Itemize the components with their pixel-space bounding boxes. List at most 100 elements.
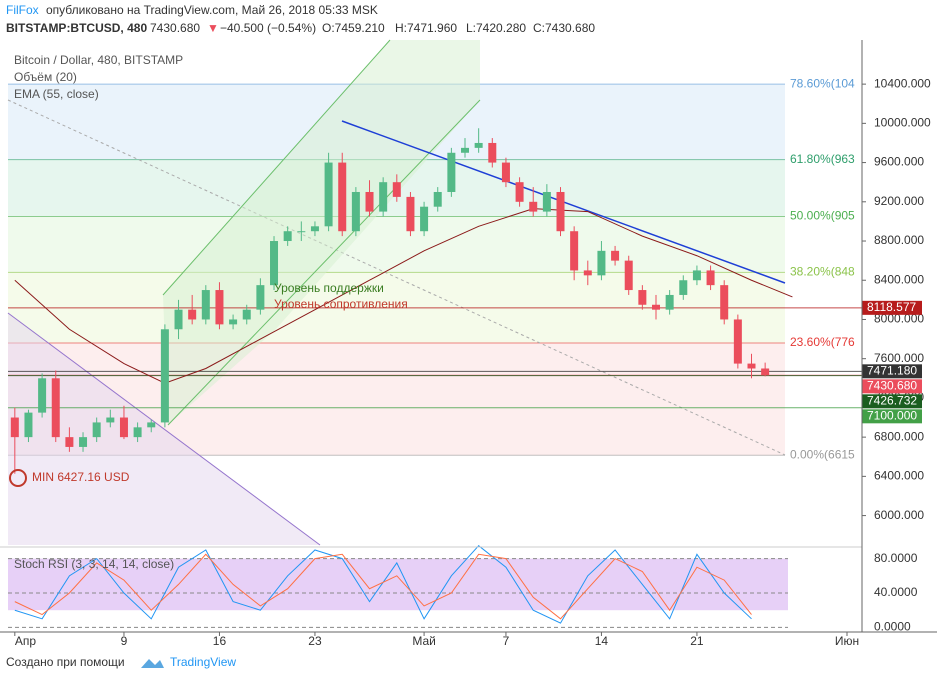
y-tick-label: 8400.000 <box>874 272 924 286</box>
down-arrow: ▼ <box>207 21 219 35</box>
x-tick-label: 7 <box>503 634 510 648</box>
candle-body <box>542 191 551 212</box>
candle-body <box>51 378 60 438</box>
candle-body <box>515 182 524 202</box>
candle-body <box>297 231 306 233</box>
candle-body <box>106 417 115 423</box>
change: −40.500 (−0.54%) <box>220 21 316 35</box>
tv-logo <box>141 659 164 668</box>
price-badge <box>862 409 922 424</box>
candle-body <box>379 182 388 212</box>
candle-body <box>652 304 661 310</box>
candle-body <box>119 417 128 438</box>
candle-body <box>461 147 470 153</box>
candle-body <box>338 162 347 232</box>
x-tick-label: 9 <box>121 634 128 648</box>
price-badge-label: 8118.577 <box>867 300 916 314</box>
rsi-band <box>8 558 788 611</box>
price-badge <box>862 364 922 379</box>
rsi-tick-label: 40.0000 <box>874 585 918 599</box>
candle-body <box>720 285 729 320</box>
candle-body <box>92 422 101 438</box>
candle-body <box>665 294 674 310</box>
price-badge-label: 7471.180 <box>867 363 917 377</box>
x-tick-label: 23 <box>308 634 322 648</box>
candle-body <box>556 191 565 232</box>
candle-body <box>79 437 88 447</box>
candle-body <box>10 417 19 438</box>
candle-body <box>638 290 647 305</box>
y-tick-label: 6800.000 <box>874 429 924 443</box>
price-badge <box>862 394 922 409</box>
ohlc-c: C:7430.680 <box>533 21 595 35</box>
y-tick-label: 10000.000 <box>874 116 931 130</box>
candle-body <box>133 427 142 438</box>
candle-body <box>147 422 156 428</box>
fib-label: 0.00%(6615 <box>790 447 855 461</box>
rsi-tick-label: 0.0000 <box>874 620 911 634</box>
candle-body <box>692 270 701 281</box>
symbol: BITSTAMP:BTCUSD, 480 <box>6 21 147 35</box>
candle-body <box>420 206 429 232</box>
candle-body <box>229 319 238 325</box>
y-tick-label: 7600.000 <box>874 351 924 365</box>
rsi-tick-label: 80.0000 <box>874 551 918 565</box>
price-badge-label: 7430.680 <box>867 378 917 392</box>
rsi-d <box>14 553 752 620</box>
min-marker <box>9 469 27 487</box>
legend-item: EMA (55, close) <box>14 87 99 101</box>
channel <box>163 40 480 425</box>
candle-body <box>215 290 224 325</box>
candle-body <box>174 309 183 330</box>
candle-body <box>733 319 742 364</box>
candle-body <box>488 142 497 163</box>
fib-label: 50.00%(905 <box>790 209 855 223</box>
dashed-trend <box>7 99 786 456</box>
candle-body <box>597 250 606 276</box>
candle-body <box>529 201 538 212</box>
candle-body <box>474 142 483 148</box>
footer-text: Создано при помощи <box>6 655 125 669</box>
y-tick-label: 6000.000 <box>874 508 924 522</box>
candle-body <box>188 309 197 320</box>
plot: 78.60%(104 61.80%(963 50.00%(905 38.20%(848… <box>8 76 931 648</box>
candle-body <box>406 196 415 232</box>
candle-body <box>160 329 169 423</box>
candle-body <box>365 191 374 212</box>
candle-body <box>65 437 74 447</box>
price-badge <box>862 379 922 394</box>
y-tick-label: 9200.000 <box>874 194 924 208</box>
candle-body <box>611 250 620 261</box>
candle-body <box>501 162 510 183</box>
legend-item: Bitcoin / Dollar, 480, BITSTAMP <box>14 53 183 67</box>
candle-body <box>433 191 442 207</box>
candle-body <box>761 368 770 376</box>
channel-edge <box>162 39 391 296</box>
fib-label: 78.60%(104 <box>790 76 855 90</box>
price-badge-label: 7426.732 <box>867 393 917 407</box>
fib-label: 23.60%(776 <box>790 335 855 349</box>
annotation: Уровень поддержки <box>274 281 384 295</box>
brand: FilFox <box>6 3 39 17</box>
candle-body <box>256 285 265 310</box>
candle-body <box>747 363 756 369</box>
candle-body <box>583 270 592 276</box>
y-tick-label: 8000.000 <box>874 312 924 326</box>
candle-body <box>38 378 47 413</box>
candle-body <box>310 226 319 232</box>
candle-body <box>392 182 401 197</box>
annotation: MIN 6427.16 USD <box>32 470 130 484</box>
fib-label: 61.80%(963 <box>790 152 855 166</box>
candle-body <box>270 241 279 286</box>
footer-brand[interactable]: TradingView <box>170 655 236 669</box>
legend-item: Объём (20) <box>14 70 77 84</box>
candle-body <box>201 290 210 320</box>
x-tick-label: Июн <box>835 634 859 648</box>
ema-line <box>14 208 793 384</box>
annotation: Уровень сопротивления <box>274 297 408 311</box>
triangle-edge <box>7 312 321 546</box>
candle-body <box>624 260 633 291</box>
fib-label: 38.20%(848 <box>790 265 855 279</box>
ohlc-h: H:7471.960 <box>395 21 457 35</box>
